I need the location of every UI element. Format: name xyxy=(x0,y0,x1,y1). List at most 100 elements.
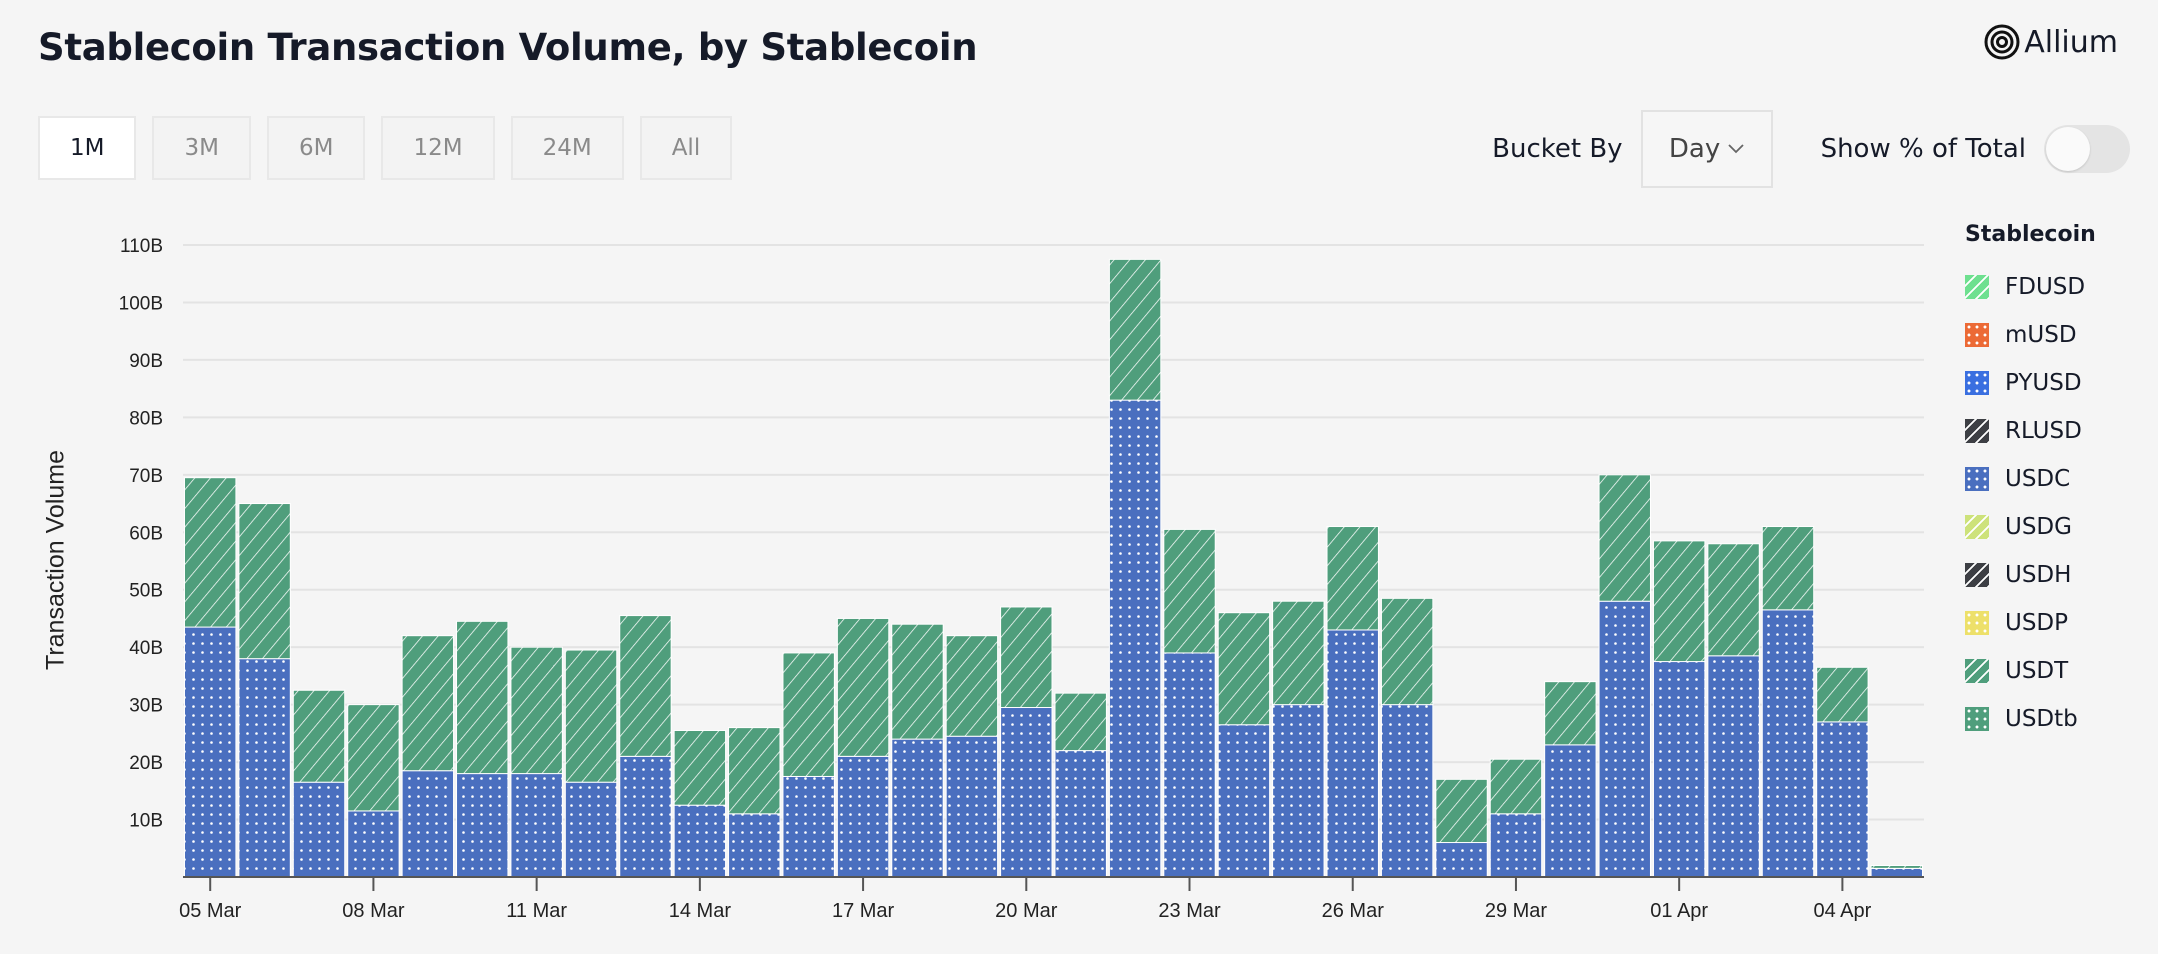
legend-swatch xyxy=(1965,371,1989,395)
bar-usdt[interactable] xyxy=(1163,528,1216,654)
bar-usdt[interactable] xyxy=(782,652,835,777)
legend-item-musd[interactable]: mUSD xyxy=(1965,311,2096,359)
legend-item-usdh[interactable]: USDH xyxy=(1965,551,2096,599)
bar-usdt[interactable] xyxy=(836,617,890,757)
bar-usdc[interactable] xyxy=(619,755,672,878)
allium-logo: Allium xyxy=(1984,24,2118,60)
range-button-all[interactable]: All xyxy=(639,116,733,180)
bar-usdt[interactable] xyxy=(1000,606,1053,709)
bar-usdt[interactable] xyxy=(238,503,291,660)
legend-item-usdt[interactable]: USDT xyxy=(1965,647,2096,695)
bar-usdc[interactable] xyxy=(401,770,455,878)
range-button-6m[interactable]: 6M xyxy=(266,116,366,180)
bar-usdc[interactable] xyxy=(1761,609,1815,878)
bar-usdc[interactable] xyxy=(1217,724,1271,878)
legend-title: Stablecoin xyxy=(1965,222,2096,247)
y-tick-label: 40B xyxy=(129,638,163,659)
legend-item-usdg[interactable]: USDG xyxy=(1965,503,2096,551)
x-tick-label: 17 Mar xyxy=(832,900,895,922)
legend-label: PYUSD xyxy=(2005,370,2082,396)
bar-usdt[interactable] xyxy=(184,477,237,628)
bar-usdc[interactable] xyxy=(1108,399,1162,878)
legend-item-usdtb[interactable]: USDtb xyxy=(1965,695,2096,743)
bar-usdt[interactable] xyxy=(564,649,618,783)
range-button-24m[interactable]: 24M xyxy=(510,116,624,180)
bar-usdc[interactable] xyxy=(1544,744,1597,878)
bar-usdt[interactable] xyxy=(1598,474,1651,602)
bar-usdt[interactable] xyxy=(1054,692,1107,752)
legend-item-fdusd[interactable]: FDUSD xyxy=(1965,263,2096,311)
bar-usdc[interactable] xyxy=(891,738,944,878)
legend-swatch xyxy=(1965,323,1989,347)
legend-item-usdp[interactable]: USDP xyxy=(1965,599,2096,647)
y-tick-label: 50B xyxy=(129,581,163,602)
bar-usdc[interactable] xyxy=(184,626,237,878)
range-button-3m[interactable]: 3M xyxy=(152,116,251,180)
bar-usdt[interactable] xyxy=(1217,612,1271,726)
bar-usdt[interactable] xyxy=(1652,540,1706,663)
legend-swatch xyxy=(1965,515,1989,539)
x-tick-label: 04 Apr xyxy=(1813,900,1871,922)
bar-usdc[interactable] xyxy=(564,781,618,878)
bar-usdt[interactable] xyxy=(673,729,727,806)
bar-usdt[interactable] xyxy=(1816,666,1869,723)
bar-usdc[interactable] xyxy=(1163,652,1216,878)
bar-usdt[interactable] xyxy=(728,727,781,815)
y-tick-label: 80B xyxy=(129,408,163,429)
bar-usdc[interactable] xyxy=(1707,655,1760,878)
bar-usdt[interactable] xyxy=(945,635,999,737)
bar-usdc[interactable] xyxy=(1598,600,1651,878)
allium-logo-icon xyxy=(1984,24,2020,60)
bar-usdt[interactable] xyxy=(1870,865,1923,869)
legend-item-pyusd[interactable]: PYUSD xyxy=(1965,359,2096,407)
y-tick-label: 20B xyxy=(129,753,163,774)
bar-usdc[interactable] xyxy=(1435,842,1488,878)
bar-usdt[interactable] xyxy=(347,704,400,812)
bar-usdc[interactable] xyxy=(1272,704,1325,878)
bar-usdt[interactable] xyxy=(1326,526,1379,631)
bar-usdc[interactable] xyxy=(1489,813,1543,878)
legend-item-rlusd[interactable]: RLUSD xyxy=(1965,407,2096,455)
x-tick-label: 14 Mar xyxy=(669,900,732,922)
bar-usdc[interactable] xyxy=(945,735,999,878)
bar-usdc[interactable] xyxy=(347,810,400,878)
bar-usdc[interactable] xyxy=(728,813,781,878)
bar-usdt[interactable] xyxy=(292,689,346,783)
bar-usdt[interactable] xyxy=(510,646,563,775)
bar-usdt[interactable] xyxy=(619,615,672,757)
bar-usdc[interactable] xyxy=(1870,867,1923,878)
bar-usdt[interactable] xyxy=(1761,526,1815,611)
y-tick-label: 10B xyxy=(129,811,163,832)
legend-item-usdc[interactable]: USDC xyxy=(1965,455,2096,503)
bar-usdc[interactable] xyxy=(292,781,346,878)
bar-usdc[interactable] xyxy=(673,804,727,878)
x-tick-label: 01 Apr xyxy=(1650,900,1708,922)
bar-usdc[interactable] xyxy=(836,755,890,878)
bucket-by-select[interactable]: Day xyxy=(1640,110,1773,188)
bar-usdc[interactable] xyxy=(510,773,563,878)
range-button-12m[interactable]: 12M xyxy=(381,116,495,180)
bar-usdt[interactable] xyxy=(1707,543,1760,657)
bar-usdc[interactable] xyxy=(1054,750,1107,878)
range-button-1m[interactable]: 1M xyxy=(38,116,137,180)
show-percent-toggle[interactable] xyxy=(2044,125,2130,173)
bar-usdc[interactable] xyxy=(1816,721,1869,878)
show-percent-label: Show % of Total xyxy=(1820,134,2026,164)
bar-usdc[interactable] xyxy=(1000,707,1053,878)
bar-usdc[interactable] xyxy=(782,775,835,878)
bar-usdt[interactable] xyxy=(456,620,509,775)
bar-usdc[interactable] xyxy=(1380,704,1434,878)
bar-usdt[interactable] xyxy=(1489,758,1543,815)
bar-usdt[interactable] xyxy=(1108,258,1162,401)
bar-usdc[interactable] xyxy=(456,773,509,878)
bar-usdt[interactable] xyxy=(1380,597,1434,706)
bar-usdc[interactable] xyxy=(1652,661,1706,878)
bar-usdc[interactable] xyxy=(238,658,291,878)
bar-usdc[interactable] xyxy=(1326,629,1379,878)
bar-usdt[interactable] xyxy=(401,635,455,772)
legend-label: RLUSD xyxy=(2005,418,2082,444)
bar-usdt[interactable] xyxy=(1544,681,1597,746)
bar-usdt[interactable] xyxy=(1272,600,1325,706)
bar-usdt[interactable] xyxy=(891,623,944,740)
bar-usdt[interactable] xyxy=(1435,778,1488,844)
